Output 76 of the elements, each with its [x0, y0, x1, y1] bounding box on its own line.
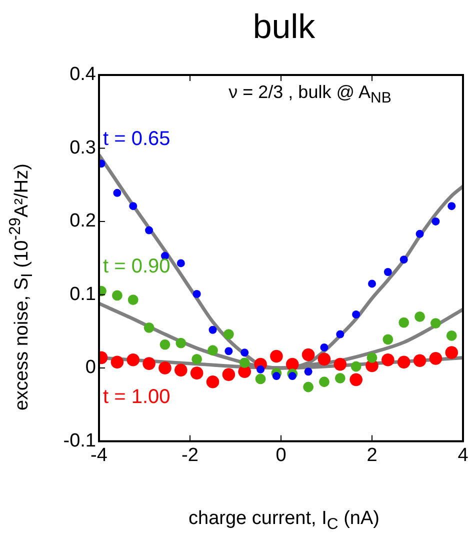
point — [350, 361, 362, 372]
point — [145, 226, 154, 234]
y-tick-label: 0.2 — [70, 210, 96, 232]
point — [320, 343, 328, 352]
series-label: t = 0.65 — [103, 128, 170, 150]
point — [142, 357, 156, 370]
point — [430, 318, 441, 328]
x-axis-title: charge current, I$_{C}$ (nA) — [188, 508, 380, 534]
x-tick-label: 4 — [458, 444, 469, 466]
point — [416, 230, 424, 238]
point — [319, 376, 330, 388]
point — [208, 345, 218, 356]
point — [432, 217, 440, 226]
x-tick-label: 0 — [276, 444, 286, 466]
point — [382, 354, 394, 366]
point — [272, 372, 280, 380]
point — [160, 339, 170, 350]
point — [400, 256, 408, 264]
series-label: t = 1.00 — [103, 386, 170, 408]
point — [222, 368, 236, 381]
point — [176, 259, 185, 268]
point — [239, 358, 250, 368]
point — [448, 202, 456, 210]
point — [413, 354, 426, 368]
point — [446, 330, 457, 341]
point — [368, 280, 376, 288]
point — [208, 326, 217, 334]
point — [445, 346, 458, 359]
point — [350, 373, 362, 386]
point — [128, 294, 138, 306]
point — [144, 322, 154, 333]
point — [352, 310, 360, 318]
point — [334, 373, 346, 384]
point — [158, 362, 172, 374]
point — [414, 311, 425, 322]
point — [126, 354, 140, 366]
x-tick-label: -2 — [182, 444, 198, 466]
annotation: ν = 2/3 , bulk @ A$_{NB}$ — [228, 82, 392, 107]
point — [397, 356, 410, 368]
point — [256, 365, 265, 374]
point — [223, 329, 234, 340]
point — [206, 375, 220, 388]
point — [318, 352, 331, 366]
point — [113, 188, 122, 197]
point — [112, 290, 122, 301]
y-tick-label: 0 — [85, 357, 96, 378]
point — [176, 338, 186, 348]
y-tick-label: -0.1 — [63, 430, 96, 452]
point — [384, 268, 392, 276]
point — [303, 382, 314, 392]
point — [336, 330, 344, 338]
point — [286, 358, 299, 371]
point — [190, 366, 204, 380]
point — [129, 202, 138, 210]
point — [366, 352, 378, 363]
y-tick-label: 0.4 — [70, 64, 96, 86]
y-tick-label: 0.1 — [70, 284, 96, 305]
point — [174, 364, 188, 377]
point — [192, 354, 202, 364]
point — [224, 347, 233, 356]
point — [429, 352, 442, 365]
point — [304, 368, 312, 376]
point — [270, 350, 283, 363]
point — [334, 358, 347, 371]
point — [382, 334, 394, 345]
point — [302, 348, 315, 362]
point — [192, 290, 201, 298]
point — [255, 374, 266, 384]
x-tick-label: 2 — [366, 444, 378, 466]
point — [398, 317, 410, 328]
y-tick-label: 0.3 — [70, 137, 96, 158]
point — [240, 348, 249, 357]
point — [110, 356, 124, 368]
series-label: t = 0.90 — [103, 256, 170, 278]
chart-title: bulk — [252, 8, 316, 47]
point — [288, 372, 296, 380]
